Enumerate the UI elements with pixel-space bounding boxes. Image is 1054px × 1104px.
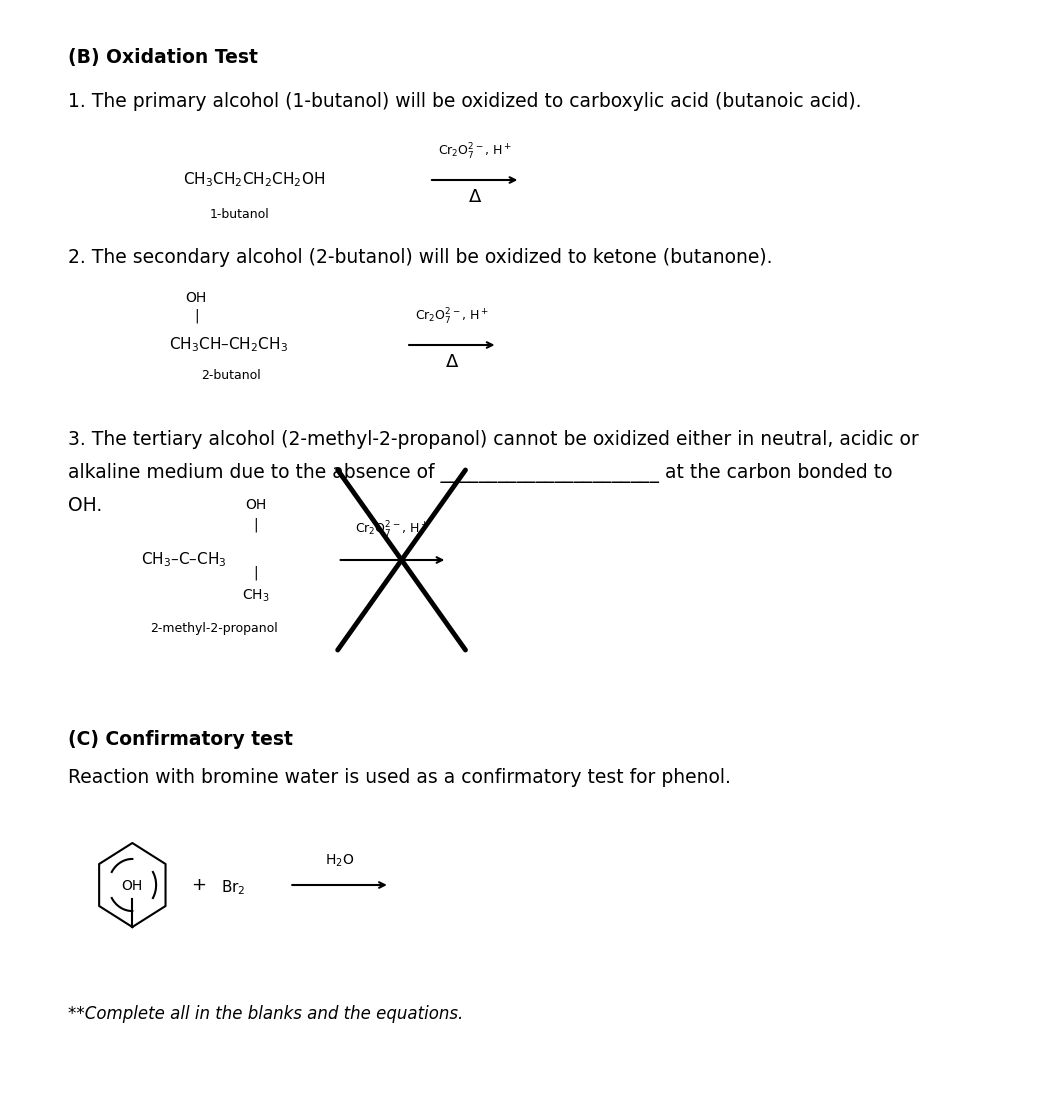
Text: Reaction with bromine water is used as a confirmatory test for phenol.: Reaction with bromine water is used as a… [69,768,731,787]
Text: OH: OH [121,879,143,893]
Text: **Complete all in the blanks and the equations.: **Complete all in the blanks and the equ… [69,1005,464,1023]
Text: 3. The tertiary alcohol (2-methyl-2-propanol) cannot be oxidized either in neutr: 3. The tertiary alcohol (2-methyl-2-prop… [69,429,919,449]
Text: $\Delta$: $\Delta$ [468,188,482,206]
Text: CH$_3$–$\mathdefault{C}$–CH$_3$: CH$_3$–$\mathdefault{C}$–CH$_3$ [141,551,227,570]
Text: OH: OH [186,291,207,305]
Text: 1. The primary alcohol (1-butanol) will be oxidized to carboxylic acid (butanoic: 1. The primary alcohol (1-butanol) will … [69,92,862,112]
Text: CH$_3$CH–CH$_2$CH$_3$: CH$_3$CH–CH$_2$CH$_3$ [169,336,288,354]
Text: Cr$_2$O$_7^{2-}$, H$^+$: Cr$_2$O$_7^{2-}$, H$^+$ [355,520,429,540]
Text: 2. The secondary alcohol (2-butanol) will be oxidized to ketone (butanone).: 2. The secondary alcohol (2-butanol) wil… [69,248,773,267]
Text: 2-methyl-2-propanol: 2-methyl-2-propanol [151,622,278,635]
Text: (B) Oxidation Test: (B) Oxidation Test [69,47,258,67]
Text: CH$_3$: CH$_3$ [241,588,270,604]
Text: CH$_3$CH$_2$CH$_2$CH$_2$OH: CH$_3$CH$_2$CH$_2$CH$_2$OH [182,171,325,190]
Text: (C) Confirmatory test: (C) Confirmatory test [69,730,293,749]
Text: Br$_2$: Br$_2$ [221,879,246,898]
Text: Cr$_2$O$_7^{2-}$, H$^+$: Cr$_2$O$_7^{2-}$, H$^+$ [414,307,489,327]
Text: alkaline medium due to the absence of _______________________ at the carbon bond: alkaline medium due to the absence of __… [69,463,893,484]
Text: 1-butanol: 1-butanol [210,208,270,221]
Text: H$_2$O: H$_2$O [325,852,354,869]
Text: 2-butanol: 2-butanol [201,369,260,382]
Text: |: | [194,308,198,323]
Text: OH.: OH. [69,496,102,514]
Text: Cr$_2$O$_7^{2-}$, H$^+$: Cr$_2$O$_7^{2-}$, H$^+$ [437,142,511,162]
Text: OH: OH [245,498,267,512]
Text: +: + [191,875,206,894]
Text: |: | [253,518,258,532]
Text: |: | [253,566,258,581]
Text: $\Delta$: $\Delta$ [445,353,458,371]
